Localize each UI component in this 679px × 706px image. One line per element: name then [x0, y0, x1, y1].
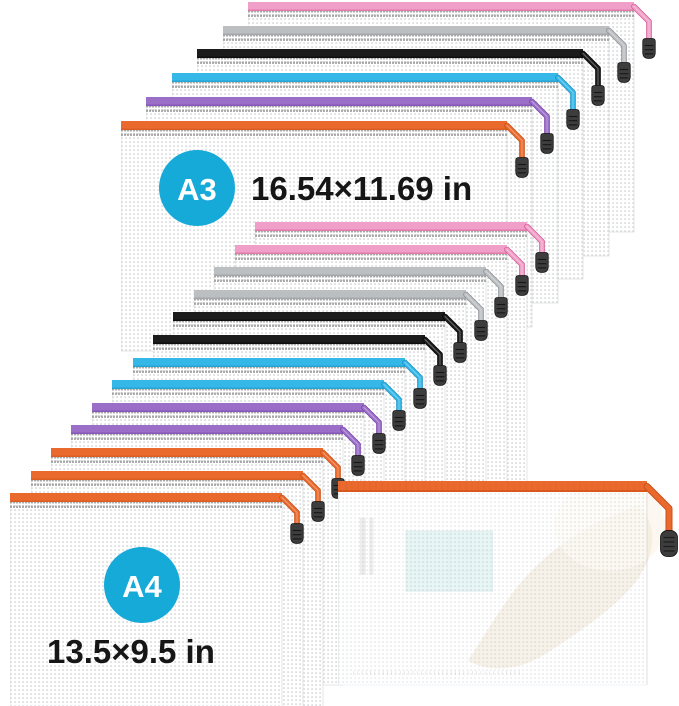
svg-text:16.54×11.69 in: 16.54×11.69 in — [251, 170, 472, 207]
svg-text:13.5×9.5 in: 13.5×9.5 in — [47, 633, 215, 670]
svg-text:A3: A3 — [177, 172, 217, 207]
svg-text:A4: A4 — [122, 569, 162, 604]
